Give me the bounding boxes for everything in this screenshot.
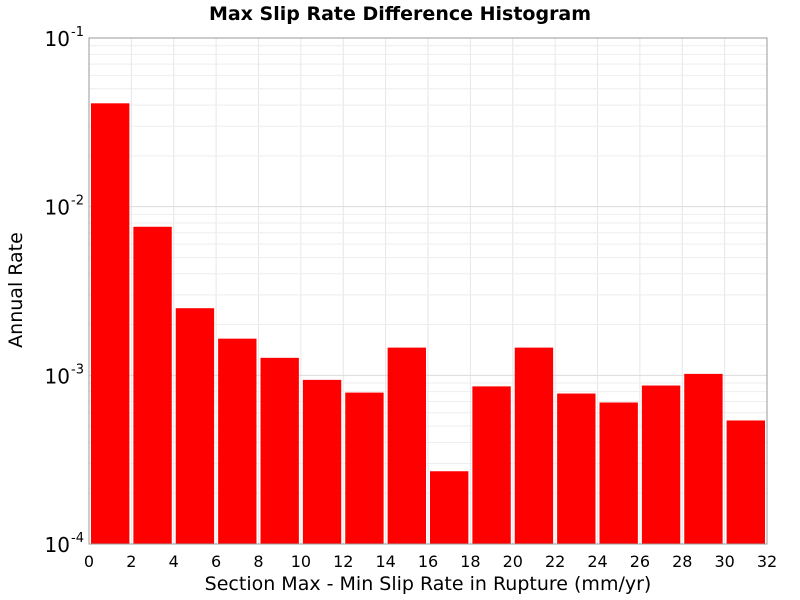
y-tick-base: 10 (45, 533, 70, 557)
x-tick-label: 32 (757, 552, 777, 571)
y-tick-exponent: -4 (71, 531, 84, 546)
x-tick-label: 12 (333, 552, 353, 571)
x-tick-label: 10 (291, 552, 311, 571)
histogram-bar (345, 392, 384, 544)
y-tick-exponent: -2 (71, 194, 84, 209)
histogram-bar (641, 385, 681, 544)
x-axis-label: Section Max - Min Slip Rate in Rupture (… (205, 573, 652, 595)
histogram-bar (684, 373, 723, 544)
histogram-bar (726, 420, 765, 544)
histogram-bar (133, 226, 172, 544)
y-tick-label: 10 -3 (45, 362, 84, 388)
histogram-bar (175, 308, 215, 544)
histogram-bar (514, 347, 554, 544)
bars-layer (91, 103, 765, 544)
histogram-bar (302, 379, 342, 544)
y-tick-base: 10 (45, 27, 70, 51)
y-tick-base: 10 (45, 196, 70, 220)
histogram-bar (387, 347, 426, 544)
y-tick-label: 10 -1 (45, 25, 84, 51)
x-tick-label: 20 (503, 552, 523, 571)
y-tick-exponent: -3 (71, 362, 84, 377)
x-tick-label: 22 (545, 552, 565, 571)
y-tick-base: 10 (45, 364, 70, 388)
x-tick-label: 28 (672, 552, 692, 571)
x-tick-label: 24 (587, 552, 607, 571)
y-tick-labels: 10-110-210-310-4 (45, 25, 84, 557)
x-tick-label: 8 (253, 552, 263, 571)
chart-title: Max Slip Rate Difference Histogram (209, 3, 591, 25)
x-tick-label: 16 (418, 552, 438, 571)
x-tick-label: 14 (375, 552, 395, 571)
histogram-bar (218, 338, 257, 544)
x-tick-label: 18 (460, 552, 480, 571)
x-tick-label: 26 (630, 552, 650, 571)
x-tick-label: 4 (169, 552, 179, 571)
y-tick-exponent: -1 (71, 25, 84, 40)
y-tick-label: 10 -2 (45, 194, 84, 220)
y-tick-label: 10 -4 (45, 531, 84, 557)
x-tick-label: 6 (211, 552, 221, 571)
histogram-bar (260, 357, 299, 544)
histogram-bar (472, 386, 511, 544)
x-tick-label: 2 (126, 552, 136, 571)
histogram-bar (430, 471, 469, 544)
histogram-bar (599, 402, 638, 544)
y-axis-label: Annual Rate (5, 232, 27, 348)
histogram-bar (557, 393, 596, 544)
x-tick-label: 0 (84, 552, 94, 571)
plot-border (88, 37, 768, 545)
histogram-bar (91, 103, 130, 544)
x-tick-labels: 0 2 4 6 8 10 12 14 16 18 20 22 24 26 28 30 32 (84, 552, 777, 571)
x-tick-label: 30 (714, 552, 734, 571)
